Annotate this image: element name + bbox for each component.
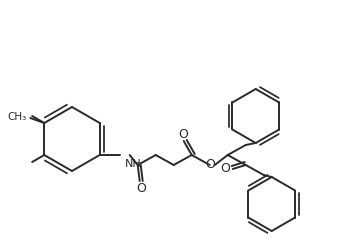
Text: CH₃: CH₃: [7, 112, 26, 122]
Text: O: O: [178, 127, 188, 141]
Text: NH: NH: [125, 159, 142, 169]
Text: O: O: [205, 158, 215, 170]
Text: O: O: [136, 182, 146, 194]
Text: O: O: [220, 162, 230, 174]
